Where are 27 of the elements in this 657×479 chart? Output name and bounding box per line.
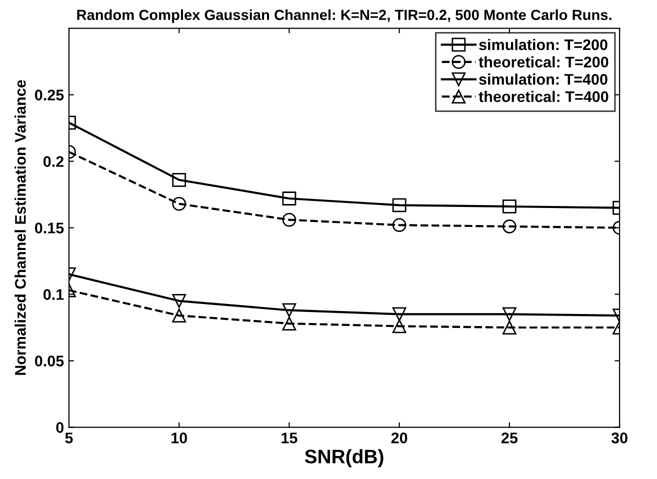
y-tick-label: 0.25 <box>34 90 64 100</box>
y-tick-label: 0.05 <box>34 356 64 366</box>
point <box>392 218 406 232</box>
x-axis-title: SNR(dB) <box>304 449 384 468</box>
x-tick-label: 30 <box>611 432 628 444</box>
x-tick-label: 15 <box>282 432 298 444</box>
chart-title: Random Complex Gaussian Channel: K=N=2, TIR=0.2, 500 Monte Carlo Runs. <box>77 9 612 23</box>
point <box>282 316 296 330</box>
legend-label: simulation: T=400 <box>479 74 608 85</box>
x-tick-label: 5 <box>65 432 73 444</box>
y-tick-label: 0.1 <box>43 289 64 300</box>
y-tick-label: 0 <box>56 422 64 433</box>
y-axis-title: Normalized Channel Estimation Variance <box>14 80 26 375</box>
point <box>282 212 296 227</box>
x-tick-label: 10 <box>172 432 187 444</box>
y-tick-label: 0.2 <box>43 156 64 167</box>
x-tick-label: 25 <box>501 432 518 444</box>
point <box>392 307 406 322</box>
point <box>392 198 406 212</box>
x-tick-label: 20 <box>391 432 408 444</box>
legend-label: theoretical: T=400 <box>478 90 608 102</box>
legend-label: theoretical: T=200 <box>478 56 608 68</box>
point <box>282 303 296 318</box>
point <box>282 192 296 206</box>
legend-label: simulation: T=200 <box>479 38 608 50</box>
point <box>392 319 406 334</box>
y-tick-label: 0.15 <box>34 222 64 234</box>
